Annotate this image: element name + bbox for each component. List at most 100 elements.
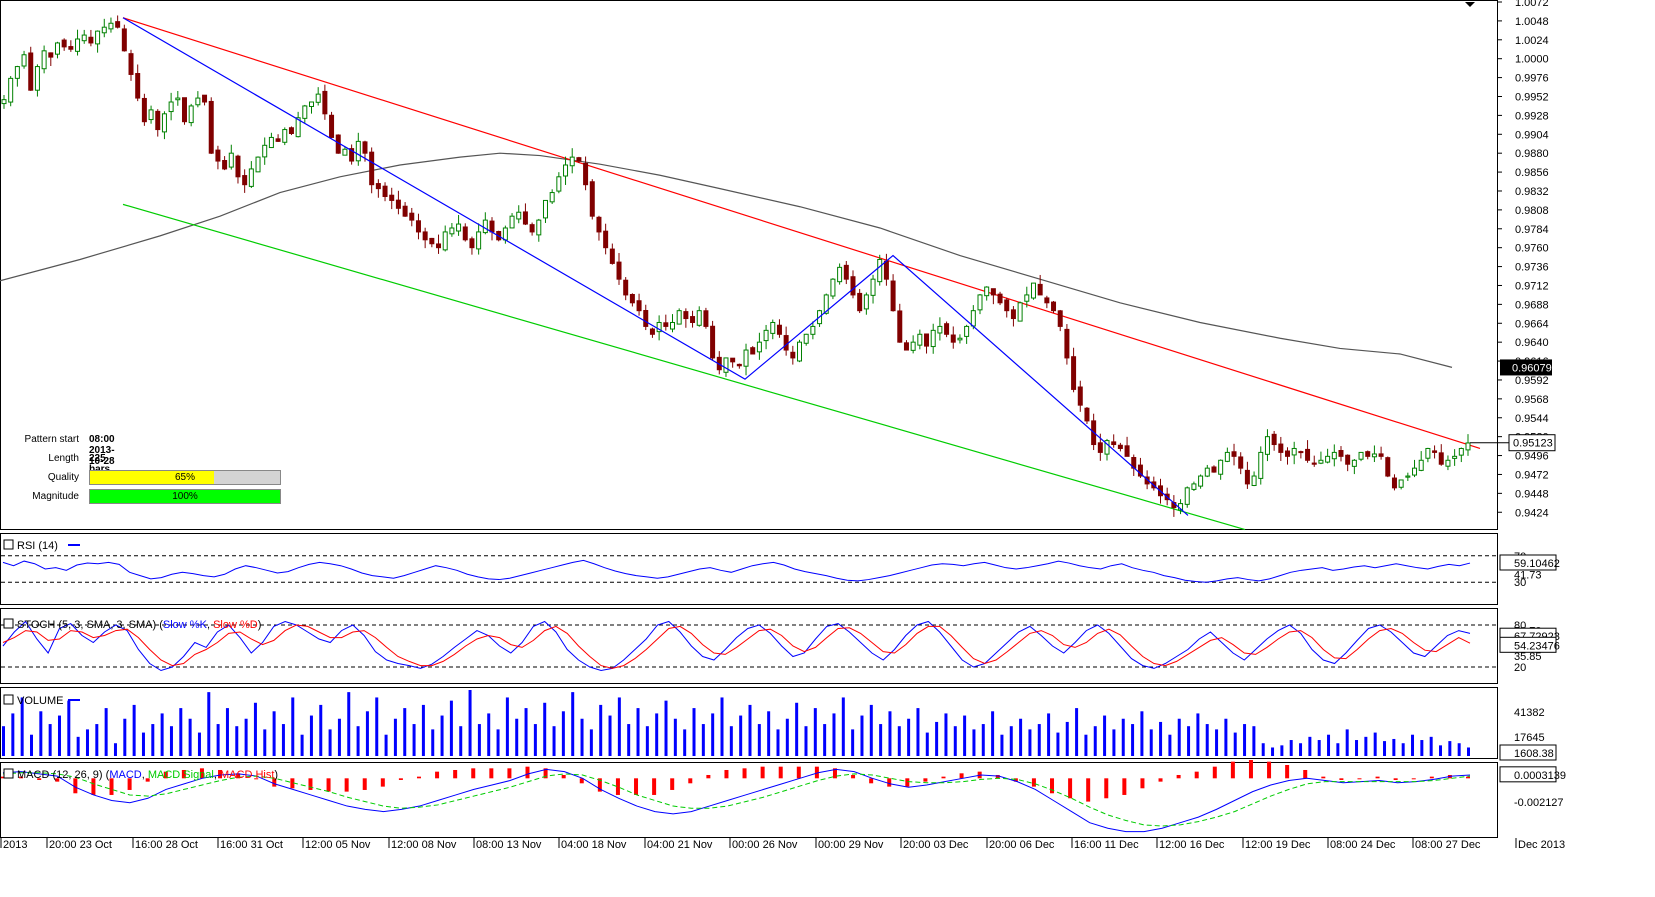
candle-body [14,66,20,79]
volume-bar [1401,743,1405,756]
volume-bar [673,718,677,756]
candle-body [897,310,903,343]
candle-body [863,294,869,310]
candle-body [576,157,582,162]
candle-body [997,293,1003,304]
candle-body [950,334,956,343]
candle-body [509,215,515,229]
macd-panel: 0.0003139 -0.002127 [1,760,1566,833]
volume-bar [720,697,724,756]
volume-bar [113,743,117,756]
volume-bar [692,708,696,756]
price-tick-label: 0.9664 [1515,318,1549,330]
candle-body [1064,328,1070,359]
macd-hist-bar [814,766,819,779]
candle-body [1412,467,1418,476]
macd-hist-bar [1466,776,1470,779]
candle-body [1077,386,1083,406]
candle-body [930,329,936,348]
quality-bar-fill [90,471,214,484]
price-tick-label: 0.9760 [1515,243,1549,255]
volume-bar [151,724,155,756]
volume-bar [1299,743,1303,756]
volume-bar [365,711,369,756]
candle-body [1124,445,1130,457]
candle-body [730,357,736,363]
macd-title-main: MACD (12, 26, 9) [17,769,103,781]
time-tick-label: 12:00 05 Nov [305,839,371,851]
volume-bar [1271,747,1275,756]
macd-tick-neg: -0.002127 [1514,797,1564,809]
candle-body [235,155,241,178]
zigzag-line [122,17,1189,516]
candle-body [763,329,769,342]
volume-bar [272,711,276,756]
volume-bar [1168,734,1172,756]
volume-bar [300,734,304,756]
volume-bar [925,732,929,756]
time-tick-label: 2013 [3,839,27,851]
candle-body [944,323,950,335]
scroll-down-icon[interactable] [1465,2,1475,7]
volume-bar [1037,724,1041,756]
candle-body [1191,483,1197,490]
volume-bar [1093,726,1097,756]
macd-hist-bar [1411,778,1416,780]
macd-hist-bar [995,774,1000,779]
volume-bar [496,729,500,756]
price-tick-label: 0.9976 [1515,73,1549,85]
rsi-tick-30: 30 [1514,577,1526,589]
time-tick-label: 16:00 31 Oct [220,839,283,851]
stoch-d-current-label: 54.23476 [1514,640,1560,652]
candle-body [482,219,488,234]
stoch-legend-d: Slow %D [213,619,258,631]
volume-bar [468,690,472,756]
volume-bar [1336,743,1340,756]
candle-body [215,149,221,162]
macd-hist-bar [959,773,964,779]
volume-bar [505,697,509,756]
candle-body [1458,447,1464,456]
candle-body [1264,436,1270,455]
pattern-start-label: Pattern start [24,434,79,445]
volume-collapse-icon[interactable] [3,694,14,705]
candle-body [1311,462,1317,465]
candle-body [850,276,856,296]
candle-body [382,185,388,197]
candle-body [556,176,562,192]
channel-layer [122,17,1481,531]
quality-label: Quality [47,472,79,483]
candle-body [977,294,983,311]
candle-body [41,50,47,70]
rsi-collapse-icon[interactable] [3,539,14,550]
macd-collapse-icon[interactable] [3,768,14,779]
candles-layer [1,15,1471,517]
candle-body [1184,487,1190,505]
candle-body [536,219,542,236]
volume-bar [1289,740,1293,756]
candle-body [329,114,335,138]
macd-hist-bar [254,778,259,780]
stoch-collapse-icon[interactable] [3,618,14,629]
candle-body [34,66,40,91]
candle-body [1071,356,1077,390]
candle-body [770,321,776,334]
macd-hist-bar [308,778,313,790]
volume-bar [319,704,323,756]
candle-body [603,230,609,249]
volume-bar [1467,747,1470,756]
macd-hist-bar [362,778,367,790]
candle-body [1385,457,1391,477]
macd-panel-frame [0,762,1498,838]
volume-bar [1261,743,1265,756]
macd-hist-bar [507,768,512,779]
candle-body [208,100,214,154]
candle-body [1111,441,1117,446]
macd-hist-bar [1031,778,1036,787]
volume-bar [20,697,24,756]
stoch-d-current-label-box [1499,636,1557,653]
candle-body [723,357,729,373]
macd-hist-bar [670,778,675,790]
volume-bar [459,726,463,756]
candle-body [1104,440,1110,455]
